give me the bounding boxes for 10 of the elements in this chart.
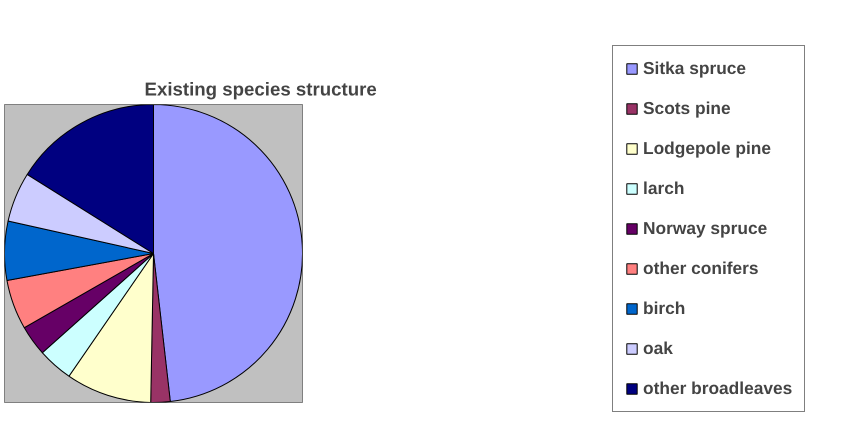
- legend-label: other conifers: [643, 258, 759, 279]
- legend-label: Sitka spruce: [643, 58, 746, 79]
- legend-label: oak: [643, 338, 673, 359]
- legend-label: Scots pine: [643, 98, 731, 119]
- legend-label: Lodgepole pine: [643, 138, 772, 159]
- legend-label: Norway spruce: [643, 218, 768, 239]
- legend-label: other broadleaves: [643, 378, 792, 399]
- legend-label: larch: [643, 178, 684, 199]
- text: Existing species structure: [144, 78, 377, 100]
- legend-label: birch: [643, 298, 686, 319]
